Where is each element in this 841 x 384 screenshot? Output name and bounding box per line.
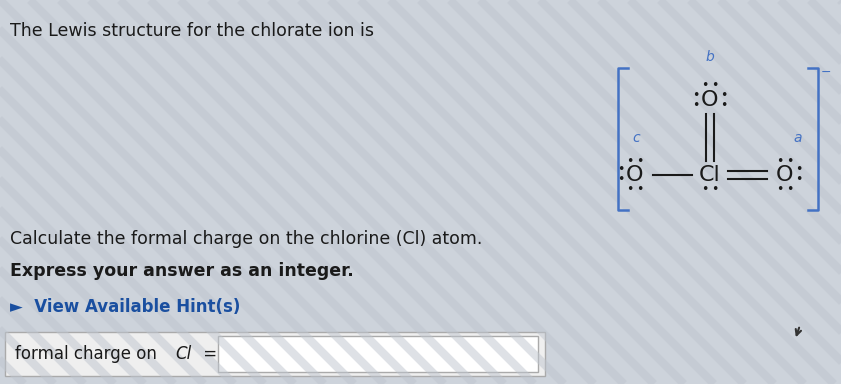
Text: •: • (701, 79, 709, 93)
Text: •: • (637, 182, 643, 195)
Text: •: • (692, 88, 700, 101)
Text: O: O (627, 165, 643, 185)
Text: •: • (692, 99, 700, 111)
Text: •: • (711, 79, 719, 93)
Text: •: • (720, 88, 727, 101)
Text: The Lewis structure for the chlorate ion is: The Lewis structure for the chlorate ion… (10, 22, 374, 40)
FancyBboxPatch shape (218, 336, 538, 372)
Text: Calculate the formal charge on the chlorine (Cl) atom.: Calculate the formal charge on the chlor… (10, 230, 483, 248)
Text: =: = (198, 345, 217, 363)
Text: c: c (632, 131, 640, 145)
Text: •: • (796, 174, 802, 187)
Text: •: • (627, 182, 633, 195)
Text: •: • (637, 154, 643, 167)
Text: •: • (617, 164, 625, 177)
Text: O: O (701, 90, 719, 110)
Text: a: a (794, 131, 802, 145)
Text: •: • (776, 154, 784, 167)
Text: formal charge on: formal charge on (15, 345, 162, 363)
Text: •: • (796, 164, 802, 177)
Text: •: • (786, 154, 794, 167)
Text: •: • (786, 182, 794, 195)
Text: •: • (627, 154, 633, 167)
Text: •: • (776, 182, 784, 195)
FancyBboxPatch shape (5, 332, 545, 376)
Text: ►  View Available Hint(s): ► View Available Hint(s) (10, 298, 241, 316)
Text: O: O (776, 165, 794, 185)
Text: Cl: Cl (175, 345, 191, 363)
Text: •: • (720, 99, 727, 111)
Text: −: − (821, 66, 832, 79)
Text: •: • (711, 182, 719, 195)
Text: •: • (701, 182, 709, 195)
Text: Express your answer as an integer.: Express your answer as an integer. (10, 262, 354, 280)
Text: Cl: Cl (699, 165, 721, 185)
Text: •: • (617, 174, 625, 187)
Text: b: b (706, 50, 714, 64)
